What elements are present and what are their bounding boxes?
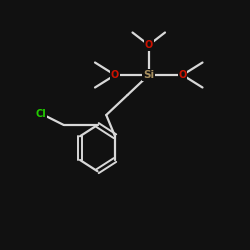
Text: Si: Si [143, 70, 154, 80]
Text: O: O [178, 70, 186, 80]
Text: O: O [144, 40, 153, 50]
Text: O: O [111, 70, 119, 80]
Text: Cl: Cl [36, 109, 46, 119]
